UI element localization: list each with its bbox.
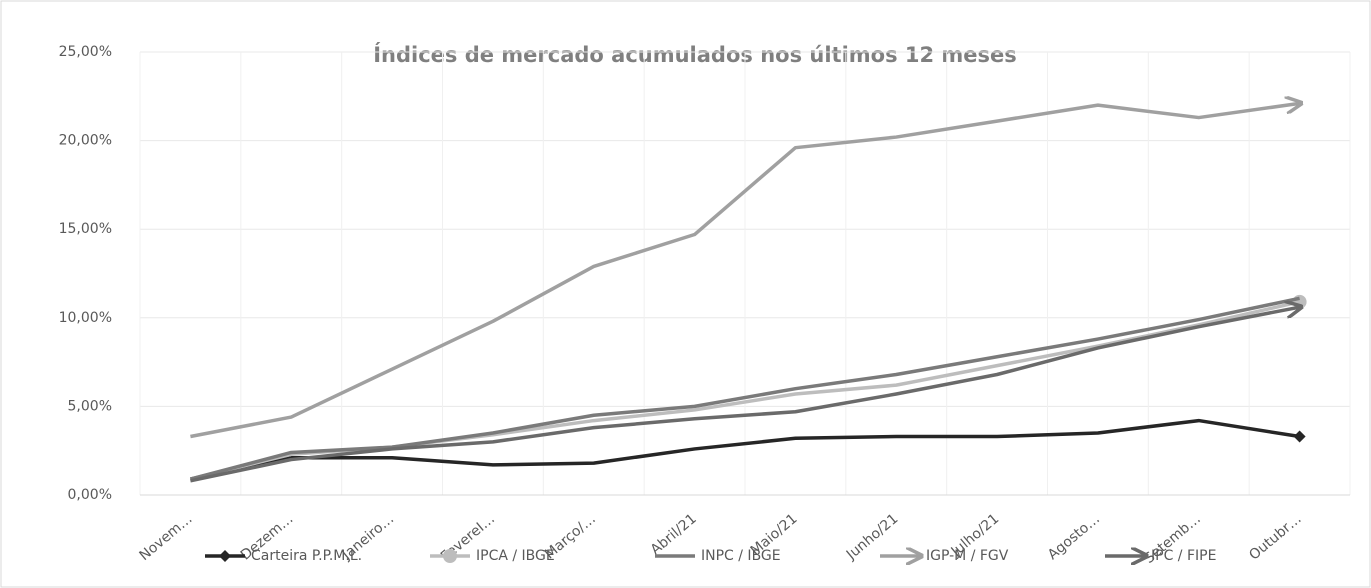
x-tick-label: Abril/21 <box>648 511 700 558</box>
series <box>190 103 1299 439</box>
y-tick-label: 0,00% <box>68 487 112 503</box>
y-tick-label: 5,00% <box>68 398 112 414</box>
legend-label: IGP-M / FGV <box>926 548 1009 564</box>
y-tick-label: 25,00% <box>59 44 112 60</box>
x-tick-label: Outubr… <box>1246 511 1304 564</box>
x-tick-label: Novem… <box>137 511 196 564</box>
legend-label: IPC / FIPE <box>1151 548 1216 564</box>
chart-title: Índices de mercado acumulados nos último… <box>373 42 1017 67</box>
legend-label: Carteira P.P.M.L. <box>251 548 362 564</box>
legend-label: IPCA / IBGE <box>476 548 555 564</box>
end-marker <box>219 550 231 562</box>
x-tick-label: Agosto… <box>1045 511 1103 563</box>
y-tick-label: 20,00% <box>59 133 112 149</box>
line <box>190 103 1299 439</box>
y-tick-label: 10,00% <box>59 310 112 326</box>
line <box>190 307 1299 483</box>
end-marker <box>443 549 457 563</box>
series <box>190 307 1299 483</box>
series <box>189 296 1300 481</box>
line <box>189 296 1300 481</box>
legend-label: INPC / IBGE <box>701 548 781 564</box>
series <box>190 418 1306 481</box>
line <box>190 418 1300 481</box>
y-tick-label: 15,00% <box>59 221 112 237</box>
end-marker <box>1293 430 1306 443</box>
